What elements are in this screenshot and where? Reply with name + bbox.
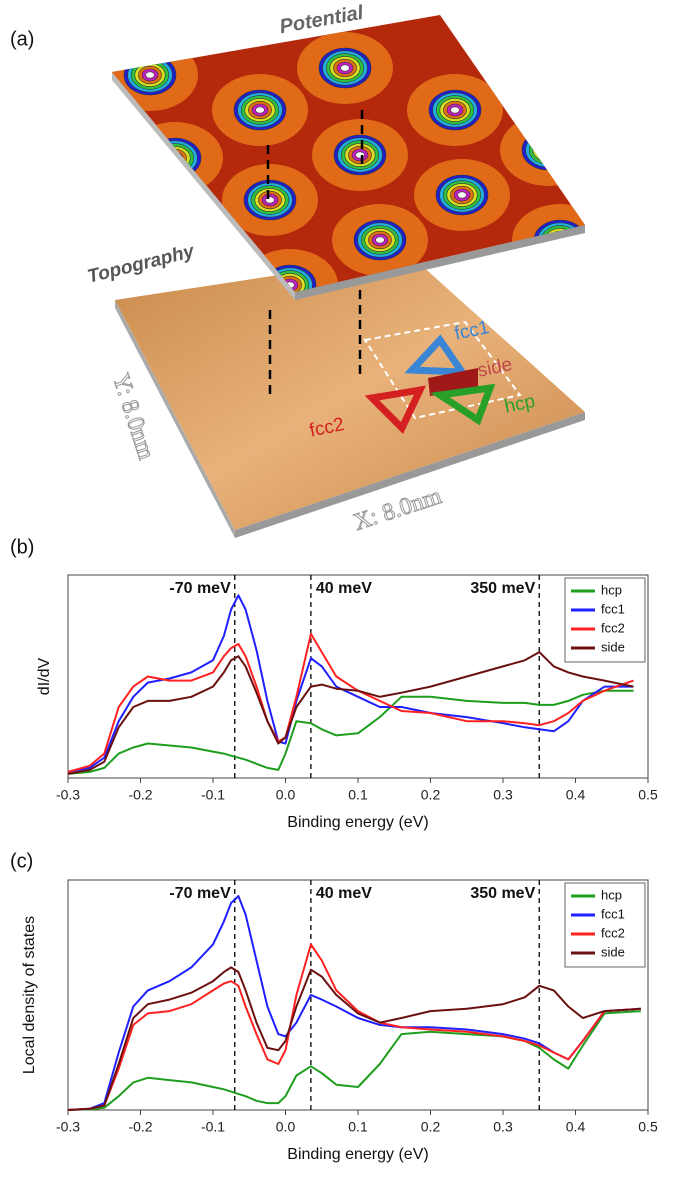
legend-label: fcc2 xyxy=(601,620,625,635)
series-line xyxy=(67,943,641,1111)
x-tick-label: -0.2 xyxy=(128,1119,152,1135)
potential-ring xyxy=(536,140,560,160)
x-tick-label: 0.3 xyxy=(493,1119,513,1135)
hcp-triangle xyxy=(430,383,496,426)
potential-ring xyxy=(255,106,265,114)
potential-ring xyxy=(539,143,557,157)
panel-a: (a) Potential Topography fcc1 side hcp f… xyxy=(10,2,585,538)
potential-shade xyxy=(127,122,223,194)
legend-label: hcp xyxy=(601,887,622,902)
series-line xyxy=(67,689,634,775)
legend-label: fcc2 xyxy=(601,925,625,940)
y-axis-title: Local density of states xyxy=(21,916,38,1074)
legend-label: hcp xyxy=(601,582,622,597)
marker-label: 40 meV xyxy=(316,580,372,597)
topography-label: Topography xyxy=(85,241,197,288)
series-line xyxy=(67,966,641,1111)
x-tick-label: 0.0 xyxy=(276,787,296,803)
series-line xyxy=(67,895,641,1111)
x-tick-label: 0.4 xyxy=(566,1119,586,1135)
marker-label: 40 meV xyxy=(316,885,372,902)
topography-surface xyxy=(115,255,585,530)
potential-ring xyxy=(532,138,564,162)
x-tick-label: 0.4 xyxy=(566,787,586,803)
x-axis-title: Binding energy (eV) xyxy=(287,1146,428,1163)
x-axis-title: Binding energy (eV) xyxy=(287,814,428,831)
potential-edge xyxy=(295,225,585,300)
legend-label: fcc1 xyxy=(601,601,625,616)
x-tick-label: 0.3 xyxy=(493,787,513,803)
x-tick-label: 0.2 xyxy=(421,787,441,803)
fcc1-triangle xyxy=(404,334,469,376)
topography-edge xyxy=(115,300,235,538)
potential-ring xyxy=(543,146,553,154)
potential-ring xyxy=(528,135,568,165)
x-tick-label: 0.5 xyxy=(638,787,658,803)
plot-frame xyxy=(67,879,649,1111)
marker-label: -70 meV xyxy=(169,885,231,902)
series-line xyxy=(67,1010,641,1111)
x-tick-label: 0.2 xyxy=(421,1119,441,1135)
series-line xyxy=(67,594,634,773)
potential-ring xyxy=(375,236,385,244)
series-line xyxy=(67,651,634,775)
y-scale-label: Y: 8.0nm xyxy=(107,371,159,463)
guide-lines xyxy=(266,110,364,400)
y-axis-title: dI/dV xyxy=(36,657,53,695)
potential-ring xyxy=(340,64,350,72)
potential-ring xyxy=(450,106,460,114)
marker-label: 350 meV xyxy=(470,580,535,597)
potential-ring xyxy=(145,71,155,79)
topography-edge xyxy=(235,412,585,538)
x-tick-label: -0.1 xyxy=(201,1119,225,1135)
x-tick-label: -0.3 xyxy=(56,787,80,803)
x-tick-label: 0.1 xyxy=(348,1119,368,1135)
legend-label: side xyxy=(601,639,625,654)
legend-label: fcc1 xyxy=(601,906,625,921)
series-line xyxy=(67,632,634,773)
x-tick-label: 0.5 xyxy=(638,1119,658,1135)
x-tick-label: 0.0 xyxy=(276,1119,296,1135)
plot-frame xyxy=(67,574,649,779)
x-tick-label: -0.1 xyxy=(201,787,225,803)
legend-label: side xyxy=(601,944,625,959)
potential-edge xyxy=(112,72,295,300)
potential-shade xyxy=(500,114,585,186)
x-tick-label: -0.2 xyxy=(128,787,152,803)
panel-label: (b) xyxy=(10,536,34,558)
marker-label: 350 meV xyxy=(470,885,535,902)
panel-label: (c) xyxy=(10,850,33,872)
x-tick-label: -0.3 xyxy=(56,1119,80,1135)
potential-ring xyxy=(457,191,467,199)
fcc2-triangle xyxy=(364,385,427,434)
panel-label: (a) xyxy=(10,28,34,50)
x-tick-label: 0.1 xyxy=(348,787,368,803)
marker-label: -70 meV xyxy=(169,580,231,597)
